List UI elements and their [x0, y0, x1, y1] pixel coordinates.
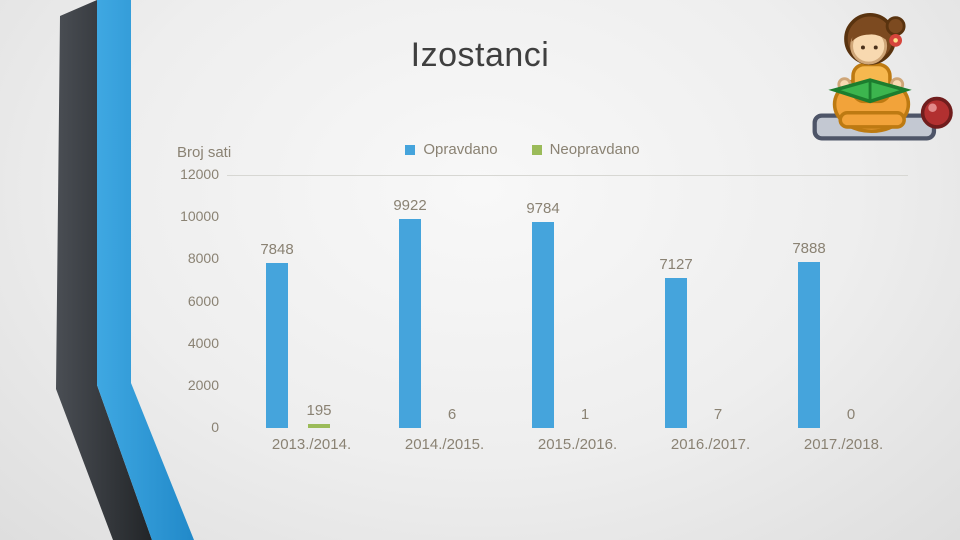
hair-bun — [885, 16, 906, 37]
y-tick-label: 12000 — [180, 166, 219, 182]
reading-girl-clipart — [812, 13, 953, 141]
frame-dark-stripe — [56, 0, 152, 540]
bar-value-label: 9784 — [526, 200, 560, 217]
bar-opravdano — [665, 278, 687, 428]
bar-value-label: 195 — [306, 402, 332, 419]
y-tick-label: 2000 — [187, 376, 219, 393]
legend-item-neopravdano: Neopravdano — [531, 141, 640, 158]
legend-label: Opravdano — [423, 141, 498, 158]
bar-group: 7848 195 2013./2014. — [245, 175, 378, 453]
bar-value-label: 7127 — [659, 256, 693, 273]
y-tick-label: 8000 — [187, 250, 219, 267]
legend-swatch-icon — [405, 144, 416, 155]
category-label: 2017./2018. — [803, 436, 884, 453]
bar-group: 9784 1 2015./2016. — [511, 175, 644, 453]
y-tick-label: 6000 — [187, 292, 219, 309]
bar-value-label: 7 — [713, 406, 723, 423]
bar-group: 7888 0 2017./2018. — [777, 175, 910, 453]
bar-group: 7127 7 2016./2017. — [644, 175, 777, 453]
bar-value-label: 7848 — [260, 241, 294, 258]
bar-group: 9922 6 2014./2015. — [378, 175, 511, 453]
bar-value-label: 1 — [580, 406, 590, 423]
bangs — [851, 23, 888, 42]
category-label: 2014./2015. — [404, 436, 485, 453]
y-tick-label: 0 — [211, 419, 219, 435]
y-tick-label: 4000 — [187, 334, 219, 351]
category-label: 2016./2017. — [670, 436, 751, 453]
bar-opravdano — [266, 263, 288, 428]
bar-value-label: 7888 — [792, 240, 826, 257]
plot-area: 7848 195 2013./2014. 9922 6 2014./2015. 9784 1 2… — [245, 175, 910, 453]
bar-opravdano — [399, 219, 421, 428]
bar-opravdano — [532, 222, 554, 428]
eye — [860, 45, 865, 50]
bar-opravdano — [798, 262, 820, 428]
y-axis-tick-labels: 12000 10000 8000 6000 4000 2000 0 — [175, 138, 219, 468]
frame-blue-stripe — [97, 0, 194, 540]
absences-bar-chart: Broj sati Opravdano Neopravdano 12000 1000… — [175, 138, 910, 468]
bar-value-label: 6 — [447, 406, 457, 423]
bar-value-label: 9922 — [393, 197, 427, 214]
category-label: 2013./2014. — [271, 436, 352, 453]
y-tick-label: 10000 — [180, 208, 219, 225]
category-label: 2015./2016. — [537, 436, 618, 453]
y-axis-title: Broj sati — [177, 144, 232, 161]
bar-neopravdano — [308, 424, 330, 428]
eye — [873, 45, 878, 50]
gridline-12000 — [227, 175, 908, 176]
slide-title: Izostanci — [410, 36, 550, 74]
chart-legend: Opravdano Neopravdano — [175, 141, 870, 158]
legend-item-opravdano: Opravdano — [405, 141, 498, 158]
bar-value-label: 0 — [846, 406, 856, 423]
red-ball — [920, 96, 953, 129]
legend-label: Neopravdano — [549, 141, 640, 158]
legend-swatch-icon — [531, 144, 542, 155]
